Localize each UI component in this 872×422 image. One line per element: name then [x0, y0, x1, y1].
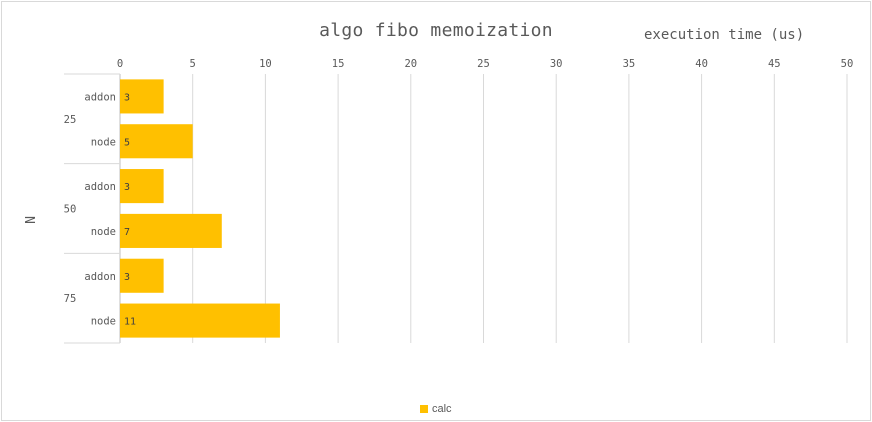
x-tick-label: 45 — [768, 58, 781, 70]
x-tick-label: 30 — [550, 58, 563, 70]
bar — [120, 303, 280, 338]
x-tick-label: 40 — [695, 58, 708, 70]
y-tick-label: addon — [84, 271, 116, 283]
data-label: 3 — [124, 92, 130, 103]
bar — [120, 169, 164, 204]
bar — [120, 79, 164, 114]
x-tick-label: 15 — [332, 58, 345, 70]
legend-label: calc — [432, 403, 452, 415]
y-tick-label: node — [91, 316, 116, 328]
data-label: 7 — [124, 227, 130, 238]
bar — [120, 124, 193, 159]
y-tick-label: node — [91, 136, 116, 148]
y-tick-label: addon — [84, 91, 116, 103]
x-tick-label: 35 — [623, 58, 636, 70]
chart-title: algo fibo memoization — [319, 20, 553, 41]
x-tick-label: 0 — [117, 58, 123, 70]
y-tick-label: addon — [84, 181, 116, 193]
y-group-label: 25 — [64, 114, 77, 126]
data-label: 11 — [124, 317, 136, 328]
legend: calc — [420, 402, 452, 416]
data-label: 3 — [124, 182, 130, 193]
x-tick-label: 50 — [841, 58, 854, 70]
data-label: 3 — [124, 272, 130, 283]
y-tick-label: node — [91, 226, 116, 238]
x-tick-label: 25 — [477, 58, 490, 70]
legend-swatch — [420, 405, 428, 413]
y-group-label: 50 — [64, 204, 77, 216]
y-group-label: 75 — [64, 293, 77, 305]
x-tick-label: 5 — [190, 58, 196, 70]
x-axis-title: execution time (us) — [644, 27, 805, 43]
bar — [120, 258, 164, 293]
x-tick-label: 20 — [404, 58, 417, 70]
data-label: 5 — [124, 137, 130, 148]
x-tick-label: 10 — [259, 58, 272, 70]
bar — [120, 213, 222, 248]
